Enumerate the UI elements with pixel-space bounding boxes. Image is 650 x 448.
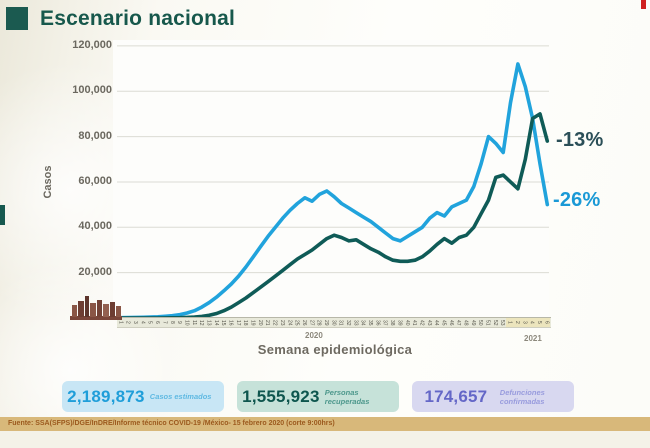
week-tick-label: 28 (315, 319, 322, 326)
y-axis-tick-label: 60,000 (78, 174, 112, 187)
stat-box-recovered-persons: 1,555,923 Personas recuperadas (237, 381, 399, 412)
stat-box-estimated-cases: 2,189,873 Casos estimados (62, 381, 224, 412)
week-tick-label: 16 (227, 319, 234, 326)
y-axis-tick-labels: 20,000 40,000 60,000 80,000 100,000 120,000 (30, 0, 112, 340)
week-tick-label: 43 (425, 319, 432, 326)
week-tick-label: 38 (389, 319, 396, 326)
week-tick-label: 13 (205, 319, 212, 326)
week-tick-label: 50 (477, 319, 484, 326)
week-tick-label: 3 (132, 321, 139, 324)
week-tick-label: 30 (330, 319, 337, 326)
week-tick-label: 20 (256, 319, 263, 326)
week-tick-label: 35 (367, 319, 374, 326)
week-tick-label: 36 (374, 319, 381, 326)
y-axis-title: Casos (42, 165, 54, 199)
confirmed-deaths-label: Defunciones confirmadas (499, 387, 545, 406)
week-tick-label: 40 (403, 319, 410, 326)
estimated-cases-value: 2,189,873 (67, 386, 145, 406)
footer-bar: Fuente: SSA(SFPS)/DGE/InDRE/Informe técn… (0, 417, 650, 431)
week-tick-label: 15 (220, 319, 227, 326)
week-tick-label: 34 (359, 319, 366, 326)
week-tick-label: 3 (520, 318, 529, 327)
week-tick-label: 41 (411, 319, 418, 326)
x-axis-title: Semana epidemiológica (257, 342, 413, 357)
week-tick-label: 42 (418, 319, 425, 326)
week-tick-label: 12 (198, 319, 205, 326)
week-tick-label: 5 (535, 318, 543, 327)
week-tick-label: 29 (322, 319, 329, 326)
week-tick-label: 25 (293, 319, 300, 326)
red-corner-mark (641, 0, 646, 9)
confirmed-deaths-value: 174,657 (424, 386, 488, 406)
week-tick-label: 2 (513, 318, 521, 327)
week-tick-label: 6 (542, 318, 551, 327)
confirmed-change-annotation: -13% (556, 129, 604, 151)
week-tick-label: 46 (447, 319, 454, 326)
week-tick-label: 4 (139, 321, 146, 324)
y-axis-tick-label: 40,000 (78, 220, 112, 233)
y-axis-tick-label: 120,000 (72, 38, 112, 51)
week-tick-label: 27 (308, 319, 315, 326)
week-tick-label: 37 (381, 319, 388, 326)
stat-box-confirmed-deaths: 174,657 Defunciones confirmadas (412, 381, 574, 412)
week-tick-label: 49 (469, 319, 476, 326)
week-tick-label: 2 (124, 321, 131, 324)
week-tick-label: 26 (300, 319, 307, 326)
week-tick-label: 10 (183, 319, 190, 326)
summary-stats-row: 2,189,873 Casos estimados 1,555,923 Pers… (62, 381, 588, 412)
source-text: Fuente: SSA(SFPS)/DGE/InDRE/Informe técn… (8, 420, 335, 427)
week-tick-label: 19 (249, 319, 256, 326)
week-tick-label: 1 (506, 318, 514, 327)
week-tick-label: 44 (433, 319, 440, 326)
monument-watermark-image (70, 296, 122, 320)
recovered-persons-value: 1,555,923 (242, 386, 320, 406)
estimated-change-annotation: -26% (553, 189, 601, 211)
series-line-1 (119, 112, 550, 320)
week-tick-label: 32 (345, 319, 351, 326)
bottom-margin (0, 431, 650, 448)
week-tick-label: 39 (396, 319, 403, 326)
week-tick-label: 6 (154, 321, 161, 324)
x-axis-year-label-2021: 2021 (524, 334, 542, 343)
week-tick-label: 1 (117, 321, 124, 324)
estimated-cases-label: Casos estimados (149, 392, 212, 401)
week-tick-label: 14 (212, 319, 219, 326)
x-axis-week-strip: 1 2 3 4 5 6 7 8 9 10 11 12 13 14 15 16 17 18 19 20 21 22 23 24 2… (117, 317, 551, 328)
y-axis-tick-label: 20,000 (78, 265, 112, 278)
week-tick-label: 48 (462, 319, 469, 326)
week-tick-label: 45 (440, 319, 447, 326)
week-tick-label: 9 (176, 321, 183, 324)
week-tick-label: 11 (190, 319, 197, 326)
week-tick-label: 17 (234, 319, 241, 326)
page-title: Escenario nacional (40, 7, 236, 30)
series-line-0 (119, 62, 550, 320)
week-tick-label: 5 (146, 321, 153, 324)
title-block: Escenario nacional (6, 7, 235, 31)
week-tick-label: 51 (484, 319, 491, 326)
week-tick-label: 21 (264, 319, 271, 326)
week-tick-label: 52 (491, 319, 498, 326)
x-axis-year-label-2020: 2020 (305, 331, 323, 340)
y-axis-tick-label: 80,000 (78, 129, 112, 142)
week-tick-label: 18 (242, 319, 249, 326)
week-tick-label: 47 (455, 319, 462, 326)
y-axis-tick-label: 100,000 (72, 84, 112, 97)
title-bullet-square (6, 7, 28, 30)
week-tick-label: 33 (352, 319, 359, 326)
week-tick-label: 22 (271, 319, 278, 326)
week-tick-label: 4 (528, 318, 536, 327)
recovered-persons-label: Personas recuperadas (324, 387, 370, 406)
left-edge-teal-mark (0, 205, 5, 225)
week-tick-label: 7 (161, 321, 168, 324)
week-tick-label: 24 (286, 319, 293, 326)
week-tick-label: 8 (168, 321, 175, 324)
week-tick-label: 23 (278, 319, 285, 326)
week-tick-label: 31 (337, 319, 344, 326)
week-tick-label: 53 (499, 319, 506, 326)
